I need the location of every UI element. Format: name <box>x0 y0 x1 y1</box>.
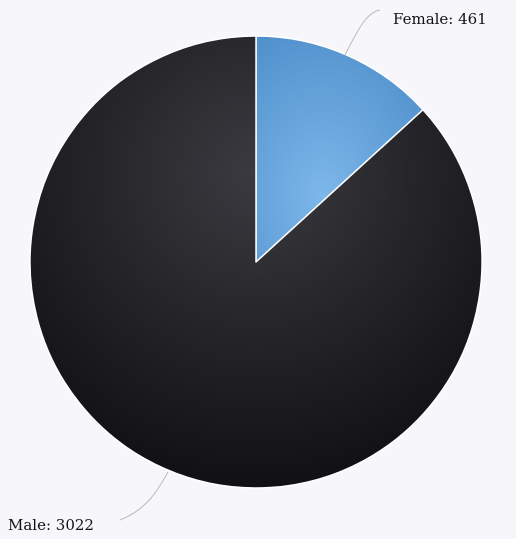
labels-layer: Female: 461 Male: 3022 <box>8 9 487 534</box>
pie-slice-male[interactable] <box>29 35 483 489</box>
pie-slice-female[interactable] <box>255 35 424 263</box>
female-label: Female: 461 <box>393 10 487 28</box>
slices-layer <box>29 35 483 489</box>
male-connector <box>119 471 169 521</box>
male-label: Male: 3022 <box>8 516 94 534</box>
female-connector <box>344 9 381 56</box>
